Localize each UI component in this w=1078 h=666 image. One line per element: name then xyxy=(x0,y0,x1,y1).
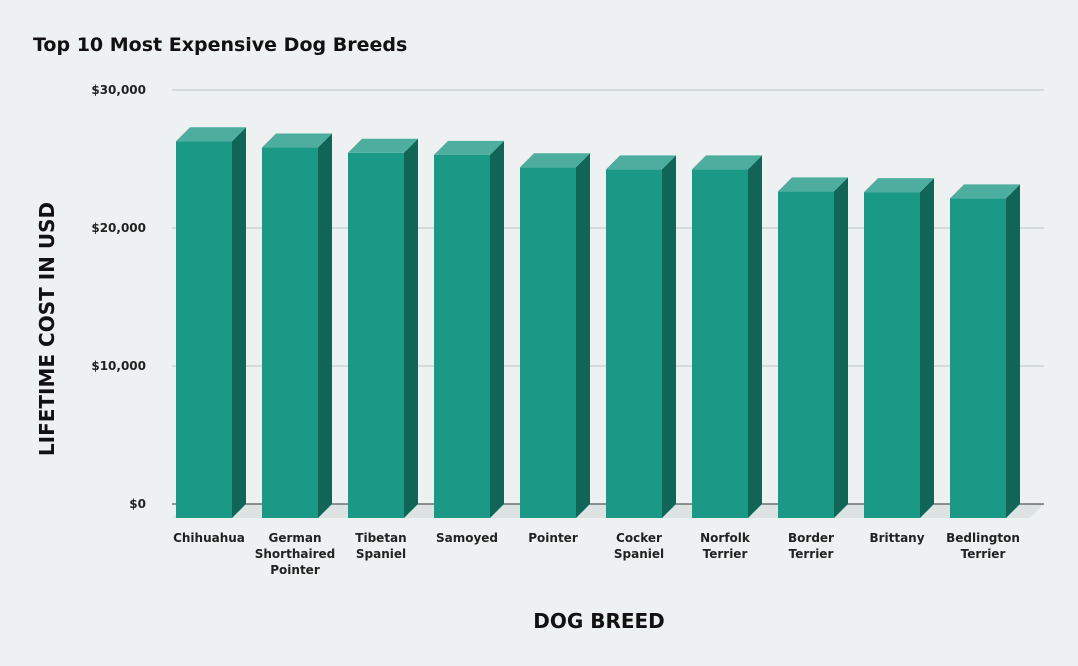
bar xyxy=(778,177,848,518)
bar-front xyxy=(606,169,662,518)
bar-side xyxy=(1006,184,1020,518)
bar-side xyxy=(490,140,504,519)
y-tick-label: $20,000 xyxy=(91,221,146,235)
x-tick-label: Samoyed xyxy=(436,531,498,545)
y-tick-label: $0 xyxy=(129,497,146,511)
x-tick-label: Norfolk Terrier xyxy=(700,531,751,561)
bar-top xyxy=(950,184,1020,199)
bar xyxy=(176,127,246,518)
bar-top xyxy=(262,133,332,148)
bar xyxy=(348,138,418,519)
bar xyxy=(606,155,676,518)
x-tick-label: Bedlington Terrier xyxy=(946,531,1020,561)
bar xyxy=(520,153,590,518)
bar xyxy=(864,178,934,518)
y-tick-label: $30,000 xyxy=(91,83,146,97)
bar-front xyxy=(864,192,920,518)
bar-top xyxy=(176,127,246,142)
bar-front xyxy=(434,154,490,519)
bar-front xyxy=(950,198,1006,518)
bar-side xyxy=(318,133,332,518)
bar xyxy=(434,140,504,519)
bar xyxy=(692,155,762,518)
bar-side xyxy=(404,138,418,519)
bar-front xyxy=(692,169,748,518)
bar-side xyxy=(576,153,590,518)
bar-side xyxy=(232,127,246,518)
bar-front xyxy=(520,167,576,518)
bar-side xyxy=(662,155,676,518)
bar-front xyxy=(348,152,404,519)
bar-front xyxy=(262,147,318,518)
x-tick-label: Border Terrier xyxy=(788,531,834,561)
x-tick-label: German Shorthaired Pointer xyxy=(255,531,335,577)
bar-side xyxy=(834,177,848,518)
bar-top xyxy=(434,140,504,155)
x-tick-label: Tibetan Spaniel xyxy=(355,531,406,561)
bar-front xyxy=(778,191,834,518)
x-tick-label: Pointer xyxy=(528,531,578,545)
bar-top xyxy=(864,178,934,193)
bar-side xyxy=(920,178,934,518)
x-tick-label: Brittany xyxy=(869,531,924,545)
bar-top xyxy=(606,155,676,170)
bar-top xyxy=(778,177,848,192)
x-tick-label: Cocker Spaniel xyxy=(614,531,664,561)
x-axis-title: DOG BREED xyxy=(533,609,665,633)
bar-top xyxy=(348,138,418,153)
bar-top xyxy=(520,153,590,168)
y-tick-label: $10,000 xyxy=(91,359,146,373)
chart-title: Top 10 Most Expensive Dog Breeds xyxy=(33,34,408,56)
y-axis-title: LIFETIME COST IN USD xyxy=(35,202,59,456)
bar xyxy=(950,184,1020,518)
bar-front xyxy=(176,141,232,518)
bar-side xyxy=(748,155,762,518)
x-tick-label: Chihuahua xyxy=(173,531,245,545)
bar-top xyxy=(692,155,762,170)
bar xyxy=(262,133,332,518)
